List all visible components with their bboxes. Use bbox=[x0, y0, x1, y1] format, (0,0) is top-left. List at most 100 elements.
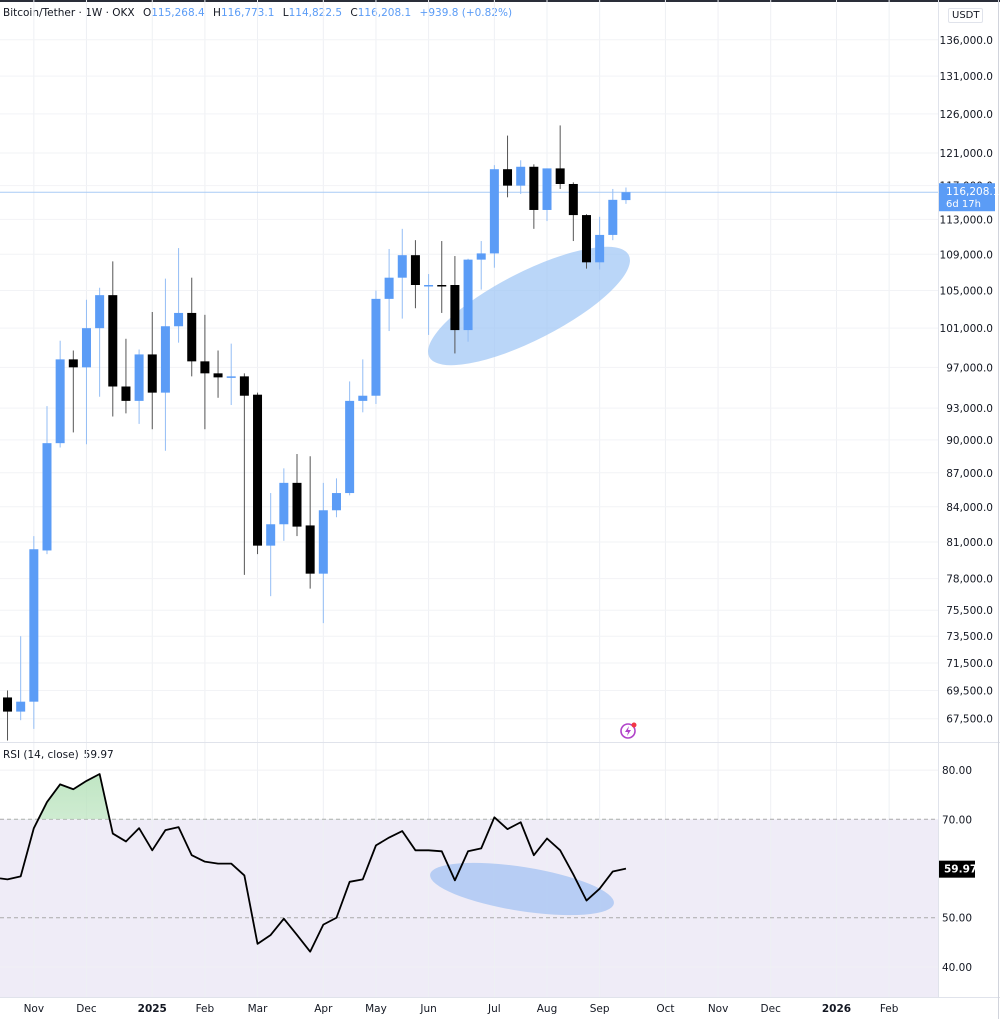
candle bbox=[450, 256, 460, 354]
candle bbox=[213, 350, 223, 398]
candle bbox=[134, 349, 144, 424]
top-border bbox=[0, 0, 1000, 2]
change-value: +939.8 (+0.82%) bbox=[419, 7, 513, 19]
last-price-value: 116,208.1 bbox=[946, 186, 999, 198]
candle bbox=[437, 241, 447, 313]
high-label: H bbox=[213, 7, 221, 19]
price-tick-label: 67,500.0 bbox=[946, 714, 993, 726]
candle-body bbox=[621, 192, 631, 201]
candle bbox=[305, 456, 315, 589]
candle-body bbox=[239, 376, 249, 396]
candle bbox=[42, 406, 52, 555]
candle-body bbox=[147, 354, 157, 393]
time-tick-label: Mar bbox=[248, 1003, 268, 1015]
low-value: 114,822.5 bbox=[288, 7, 343, 19]
candle-body bbox=[3, 697, 13, 712]
candle-body bbox=[331, 493, 341, 511]
candle bbox=[358, 359, 368, 413]
price-tick-label: 136,000.0 bbox=[940, 35, 993, 47]
candle bbox=[608, 188, 618, 241]
candle bbox=[253, 392, 263, 555]
lightning-alert-icon[interactable] bbox=[620, 722, 637, 739]
candle bbox=[16, 636, 26, 721]
time-tick-label: May bbox=[365, 1003, 387, 1015]
candle bbox=[542, 168, 552, 222]
rsi-value-badge bbox=[939, 860, 975, 878]
rsi-legend[interactable]: RSI (14, close) 59.97 bbox=[3, 749, 114, 761]
candle bbox=[200, 314, 210, 430]
candle-body bbox=[384, 277, 394, 299]
candle-body bbox=[305, 525, 315, 574]
price-tick-label: 90,000.0 bbox=[946, 435, 993, 447]
candle bbox=[29, 536, 39, 729]
price-tick-label: 78,000.0 bbox=[946, 574, 993, 586]
high-value: 116,773.1 bbox=[220, 7, 275, 19]
candle bbox=[226, 343, 236, 406]
last-price-badge bbox=[939, 183, 995, 212]
candle bbox=[529, 164, 539, 229]
rsi-tick-label: 70.00 bbox=[942, 814, 972, 826]
candle-body bbox=[187, 312, 197, 362]
price-tick-label: 105,000.0 bbox=[940, 286, 993, 298]
price-tick-label: 109,000.0 bbox=[940, 249, 993, 261]
candle bbox=[476, 241, 486, 290]
rsi-line bbox=[0, 773, 627, 953]
price-tick-label: 75,500.0 bbox=[946, 605, 993, 617]
open-value: 115,268.4 bbox=[151, 7, 205, 19]
candle-body bbox=[358, 395, 368, 401]
candle-body bbox=[424, 284, 434, 287]
candle-body bbox=[16, 701, 26, 712]
candle bbox=[318, 482, 328, 624]
candle-body bbox=[279, 482, 289, 525]
candle-body bbox=[55, 359, 65, 444]
time-tick-label: Nov bbox=[24, 1003, 45, 1015]
time-tick-label: Apr bbox=[314, 1003, 333, 1015]
icon-ring bbox=[620, 723, 636, 739]
candle bbox=[555, 125, 565, 189]
candle-body bbox=[253, 394, 263, 546]
candle bbox=[581, 214, 591, 269]
candle-body bbox=[608, 199, 618, 235]
candle bbox=[568, 182, 578, 242]
time-tick-label: Jun bbox=[419, 1003, 436, 1015]
candle bbox=[147, 311, 157, 430]
time-tick-label: Dec bbox=[761, 1003, 782, 1015]
time-tick-label: 2025 bbox=[138, 1003, 167, 1015]
candle bbox=[95, 287, 105, 397]
rsi-overbought-fill bbox=[38, 774, 497, 820]
time-tick-label: Aug bbox=[537, 1003, 558, 1015]
candle-body bbox=[160, 326, 170, 393]
candle-body bbox=[95, 295, 105, 329]
candles bbox=[3, 125, 631, 741]
candle-body bbox=[108, 295, 118, 387]
price-tick-label: 97,000.0 bbox=[946, 362, 993, 374]
candle-body bbox=[581, 215, 591, 263]
candle bbox=[266, 493, 276, 597]
price-tick-label: 126,000.0 bbox=[940, 109, 993, 121]
currency-unit-button[interactable]: USDT bbox=[948, 8, 984, 23]
candle-body bbox=[410, 255, 420, 285]
candle bbox=[489, 165, 499, 268]
candle-body bbox=[213, 373, 223, 378]
rsi-title[interactable]: RSI (14, close) bbox=[3, 749, 79, 761]
time-tick-label: 2026 bbox=[822, 1003, 851, 1015]
legend-header[interactable]: Bitcoin/Tether · 1W · OKX O115,268.4 H11… bbox=[3, 7, 512, 19]
price-tick-label: 69,500.0 bbox=[946, 685, 993, 697]
candle-body bbox=[595, 234, 605, 263]
time-tick-label: Oct bbox=[656, 1003, 674, 1015]
price-tick-label: 113,000.0 bbox=[940, 214, 993, 226]
candle-body bbox=[42, 443, 52, 551]
time-tick-label: Dec bbox=[76, 1003, 97, 1015]
candle bbox=[187, 277, 197, 377]
rsi-tick-label: 40.00 bbox=[942, 962, 972, 974]
candle-body bbox=[29, 549, 39, 702]
candle-body bbox=[174, 312, 184, 327]
price-tick-label: 73,500.0 bbox=[946, 631, 993, 643]
candle-body bbox=[68, 359, 78, 368]
candle-body bbox=[503, 169, 513, 186]
time-tick-label: Nov bbox=[708, 1003, 729, 1015]
price-tick-label: 87,000.0 bbox=[946, 468, 993, 480]
candle bbox=[55, 340, 65, 448]
symbol-title[interactable]: Bitcoin/Tether · 1W · OKX bbox=[3, 7, 135, 19]
